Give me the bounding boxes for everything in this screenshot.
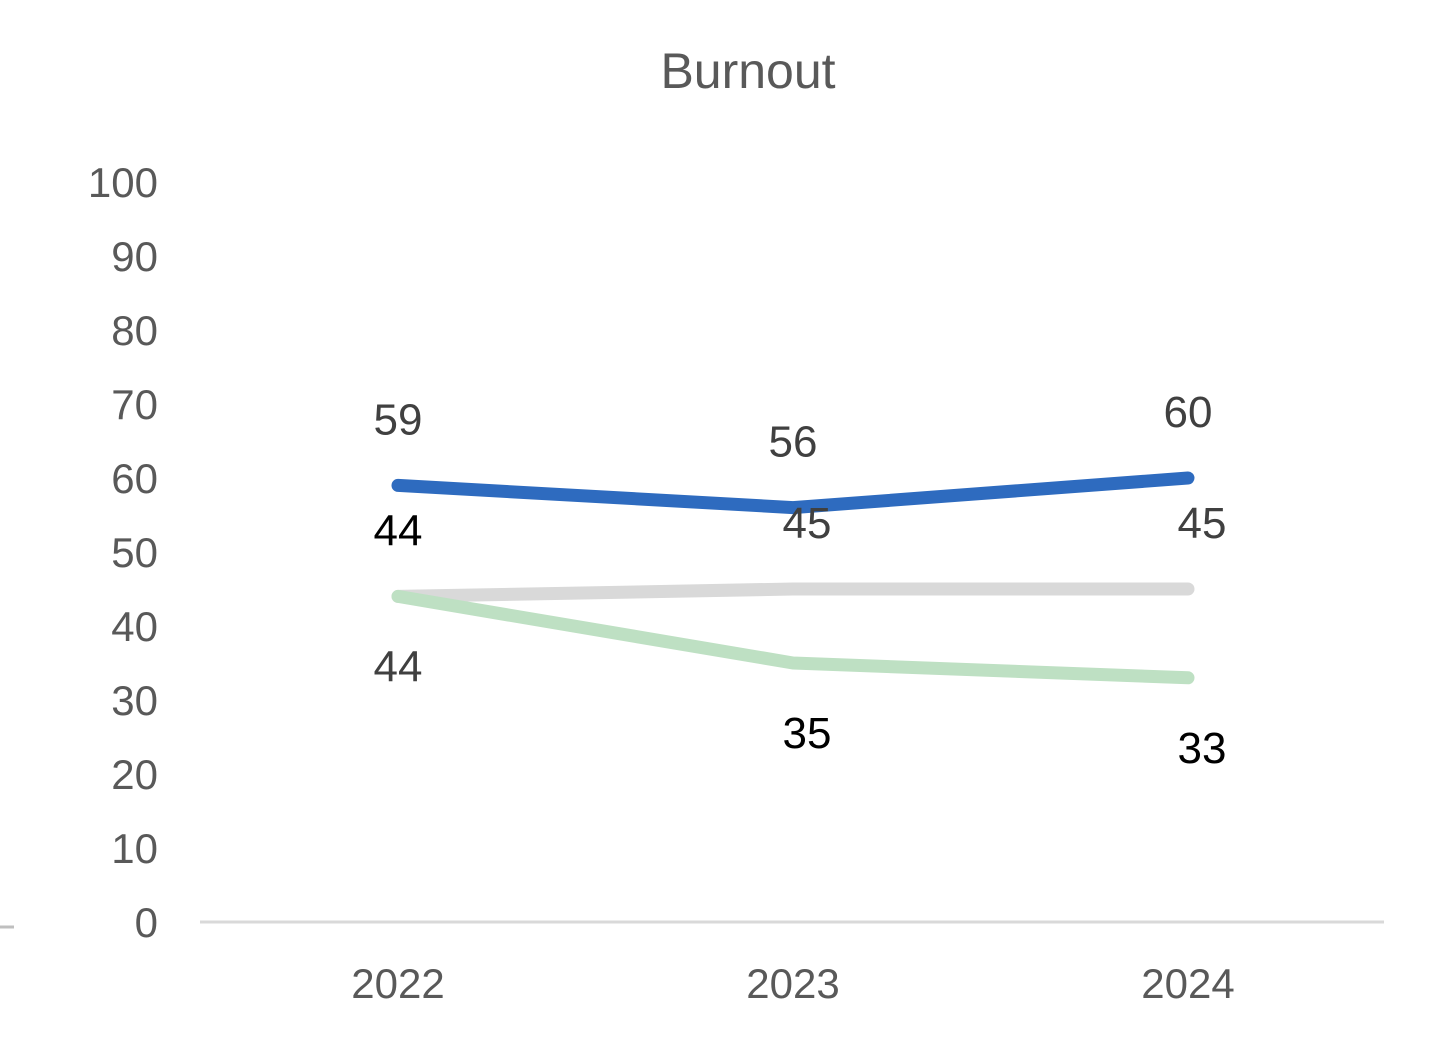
data-label-series-2: 45 (783, 499, 832, 548)
y-axis: 0 10 20 30 40 50 60 70 80 90 100 (88, 159, 158, 946)
y-tick-label: 10 (111, 825, 158, 872)
y-tick-label: 70 (111, 381, 158, 428)
data-label-series-3: 33 (1178, 724, 1227, 773)
y-tick-label: 30 (111, 677, 158, 724)
chart-title: Burnout (660, 43, 835, 99)
y-tick-label: 40 (111, 603, 158, 650)
y-tick-label: 20 (111, 751, 158, 798)
series-line-2 (391, 582, 1195, 603)
data-label-series-1: 59 (374, 395, 423, 444)
data-labels: 59 56 60 44 45 45 44 35 33 (374, 388, 1227, 773)
data-label-series-2: 44 (374, 642, 423, 691)
data-label-series-2: 45 (1178, 499, 1227, 548)
y-tick-label: 0 (135, 899, 158, 946)
y-tick-label: 60 (111, 455, 158, 502)
data-label-series-3: 35 (783, 709, 832, 758)
y-tick-label: 100 (88, 159, 158, 206)
series-line-1 (391, 471, 1195, 515)
x-tick-label: 2024 (1141, 960, 1234, 1007)
series-lines (391, 471, 1195, 685)
data-label-series-1: 60 (1164, 388, 1213, 437)
x-tick-label: 2023 (746, 960, 839, 1007)
series-line-3 (391, 589, 1195, 685)
y-tick-label: 50 (111, 529, 158, 576)
x-axis: 2022 2023 2024 (0, 920, 1384, 1007)
data-label-series-1: 56 (769, 418, 818, 467)
y-tick-label: 80 (111, 307, 158, 354)
data-label-series-3: 44 (374, 506, 423, 555)
x-tick-label: 2022 (351, 960, 444, 1007)
y-tick-label: 90 (111, 233, 158, 280)
